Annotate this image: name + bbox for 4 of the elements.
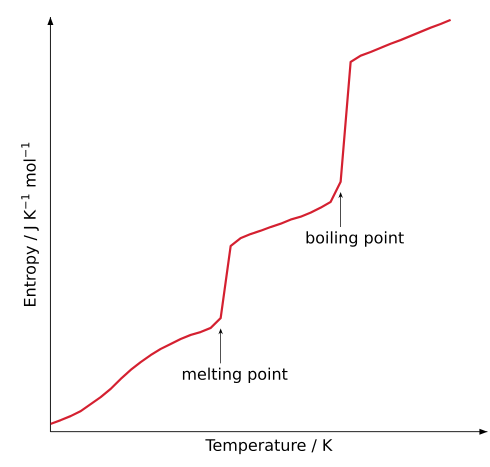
annotation: melting point [182, 368, 288, 384]
y-axis-title: Entropy / J K$^{−1}$ mol$^{−1}$ [21, 142, 39, 306]
x-axis-title: Temperature / K [205, 439, 333, 454]
annotation: boiling point [306, 231, 404, 247]
